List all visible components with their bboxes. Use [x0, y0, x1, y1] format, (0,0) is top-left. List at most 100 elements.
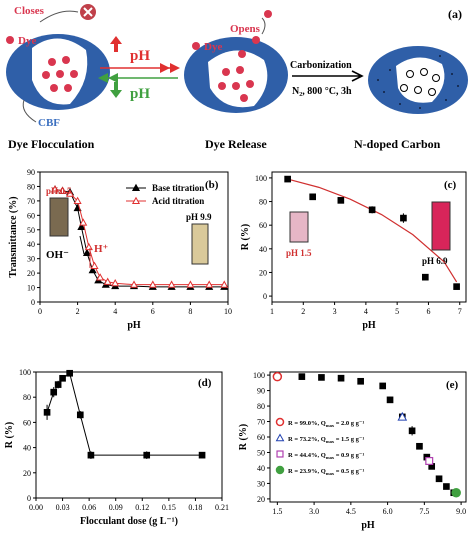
vial-high-icon — [191, 223, 209, 265]
y-tick-label: 60 — [259, 221, 267, 230]
chart-c: (c) 1 2 3 4 5 6 7 0 20 40 60 80 100 pH R (%) pH 1.5 pH 6.… — [240, 171, 467, 331]
data-point — [58, 186, 67, 194]
x-tick-label: 0.15 — [162, 503, 176, 512]
y-tick-label: 80 — [27, 182, 35, 191]
data-point — [357, 377, 364, 385]
legend-marker — [276, 450, 284, 458]
data-point — [379, 382, 387, 390]
data-point — [453, 283, 460, 290]
data-point — [435, 475, 443, 483]
y-tick-label: 0 — [27, 494, 31, 503]
x-tick-label: 8 — [188, 307, 192, 316]
data-point — [50, 185, 60, 193]
x-tick-label: 6 — [151, 307, 155, 316]
dye-label-mid: Dye — [204, 41, 222, 53]
data-point — [43, 409, 51, 416]
x-tick-label: 9.0 — [456, 507, 466, 516]
data-point — [143, 451, 151, 459]
y-axis-label: R (%) — [240, 224, 251, 250]
x-tick-label: 3.0 — [309, 507, 319, 516]
highlight-point — [272, 371, 283, 382]
legend-marker — [131, 183, 141, 192]
carbonization-label: Carbonization — [290, 60, 352, 71]
arrow-oh-icon — [79, 235, 85, 255]
data-point — [422, 273, 429, 281]
x-axis-label: pH — [127, 320, 141, 331]
caption-ndoped-carbon: N-doped Carbon — [354, 137, 441, 151]
y-tick-label: 60 — [257, 433, 265, 442]
ph-up-arrow-icon — [100, 36, 180, 73]
x-tick-label: 1.5 — [272, 507, 282, 516]
legend-label: Acid titration — [152, 196, 204, 206]
data-point — [103, 277, 112, 285]
cbf-open-ellipse — [184, 36, 288, 113]
chart-b: (b) 0 2 4 6 8 10 0 10 20 30 40 50 60 70 80 90 pH Transmitt… — [8, 168, 232, 331]
series-line — [54, 188, 225, 288]
ph-down-arrow-icon — [98, 73, 178, 98]
x-tick-label: 4.5 — [346, 507, 356, 516]
fit-curve — [287, 178, 458, 283]
data-point — [408, 427, 416, 435]
panel-label: (d) — [198, 377, 212, 389]
data-point — [386, 396, 394, 404]
x-tick-label: 7.5 — [419, 507, 429, 516]
data-point — [368, 206, 376, 214]
y-tick-label: 50 — [27, 226, 35, 235]
y-tick-label: 30 — [27, 255, 35, 264]
carbonization-arrow-icon — [292, 70, 364, 82]
legend-marker — [275, 465, 285, 475]
dye-dot-left — [6, 36, 14, 44]
data-point — [82, 248, 92, 256]
data-point — [87, 451, 95, 459]
dye-dot-mid — [192, 42, 200, 50]
annotation-ph-high: pH 9.9 — [186, 212, 212, 222]
legend-label: R = 73.2%, Qmax = 1.5 g g⁻¹ — [288, 436, 364, 444]
data-point — [73, 196, 82, 204]
y-tick-label: 20 — [259, 268, 267, 277]
y-tick-label: 30 — [257, 479, 265, 488]
x-tick-label: 0.06 — [82, 503, 96, 512]
x-axis-label: pH — [362, 320, 376, 331]
closes-arrow — [39, 10, 79, 23]
x-tick-label: 4 — [113, 307, 117, 316]
annotation-oh: OH⁻ — [46, 249, 69, 261]
x-tick-label: 0.03 — [56, 503, 70, 512]
x-tick-label: 1 — [270, 307, 274, 316]
y-tick-label: 80 — [257, 402, 265, 411]
cbf-arrow — [22, 99, 37, 123]
legend-marker — [275, 433, 285, 442]
y-tick-label: 100 — [255, 174, 267, 183]
x-tick-label: 2 — [76, 307, 80, 316]
opens-label: Opens — [230, 23, 261, 35]
cbf-label: CBF — [38, 117, 60, 129]
annotation-ph-low: pH 1.5 — [286, 248, 312, 258]
legend-marker — [275, 417, 285, 427]
y-tick-label: 60 — [27, 211, 35, 220]
data-point — [66, 189, 75, 197]
highlight-point — [425, 456, 434, 465]
series-0 — [274, 373, 458, 497]
y-tick-label: 40 — [259, 245, 267, 254]
legend-label: R = 99.0%, Qmax = 2.0 g g⁻¹ — [288, 420, 364, 428]
legend-label: R = 23.9%, Qmax = 0.5 g g⁻¹ — [288, 468, 364, 476]
x-tick-label: 2 — [301, 307, 305, 316]
plot-frame — [35, 371, 223, 499]
x-tick-label: 0.00 — [29, 503, 43, 512]
y-axis-label: R (%) — [4, 422, 15, 448]
x-tick-label: 6.0 — [383, 507, 393, 516]
legend-label: R = 44.4%, Qmax = 0.9 g g⁻¹ — [288, 452, 364, 460]
vial-high-icon — [431, 201, 451, 251]
data-point — [318, 374, 325, 381]
opens-arrow — [261, 17, 266, 35]
data-point — [76, 411, 84, 419]
charts-layer: (b)0 2 4 6 8 100102030405060708090pHTransmitt… — [4, 168, 467, 531]
caption-dye-release: Dye Release — [205, 137, 267, 151]
chart-e: (e) 1.5 3.0 4.5 6.0 7.5 9.0 20 30 40 50 60 70 80 90 100… — [238, 371, 467, 531]
y-tick-label: 50 — [257, 448, 265, 457]
data-point — [337, 197, 345, 204]
data-point — [309, 193, 316, 201]
data-point — [111, 278, 120, 287]
y-tick-label: 20 — [27, 269, 35, 278]
data-point — [79, 218, 88, 226]
